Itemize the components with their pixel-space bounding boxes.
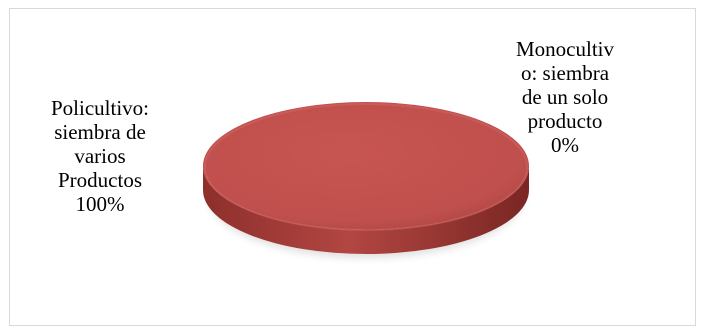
slice-label-policultivo: Policultivo: siembra de varios Productos… [20, 96, 180, 216]
slice-label-monocultivo: Monocultiv o: siembra de un solo product… [490, 37, 640, 157]
slice-label-percent: 100% [75, 192, 125, 216]
pie-slice-side-policultivo [203, 166, 529, 254]
slice-label-line: de un solo [521, 85, 609, 109]
slice-label-line: Productos [58, 168, 142, 192]
slice-label-line: producto [527, 109, 603, 133]
pie-slice-policultivo [203, 102, 529, 230]
slice-label-line: Policultivo: [50, 96, 149, 120]
pie-slice-rim-policultivo [204, 103, 528, 231]
slice-label-line: siembra de [54, 120, 146, 144]
slice-label-line: o: siembra [520, 61, 610, 85]
slice-label-line: varios [74, 144, 126, 168]
slice-label-percent: 0% [551, 133, 579, 157]
slice-label-line: Monocultiv [516, 37, 614, 61]
